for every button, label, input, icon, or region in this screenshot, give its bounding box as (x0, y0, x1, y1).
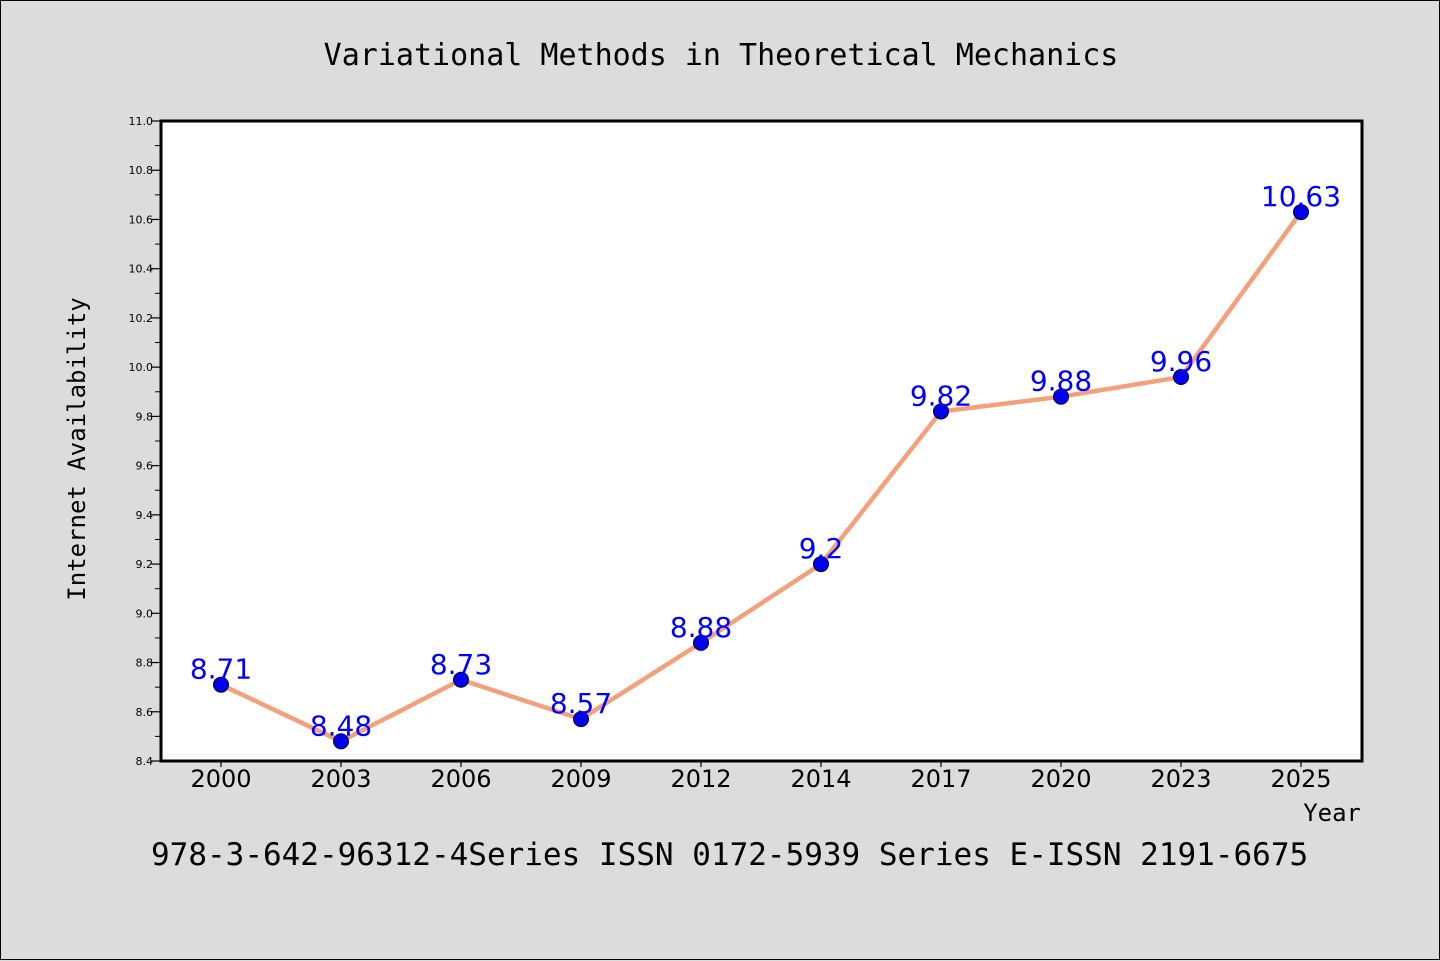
y-tick-label: 8.6 (136, 706, 154, 719)
x-tick-label: 2014 (790, 765, 851, 793)
y-tick-label: 11.0 (129, 115, 154, 128)
data-point (453, 671, 469, 688)
chart-title: Variational Methods in Theoretical Mecha… (324, 38, 1119, 73)
data-point (1293, 204, 1309, 221)
x-tick-label: 2006 (430, 765, 491, 793)
data-label: 9.82 (910, 379, 972, 412)
x-tick-label: 2017 (910, 765, 971, 793)
footer-identifier-text: 978-3-642-96312-4Series ISSN 0172-5939 S… (151, 837, 1308, 873)
data-label: 8.88 (670, 611, 732, 644)
x-tick-label: 2023 (1150, 765, 1211, 793)
data-label: 8.57 (550, 687, 612, 720)
y-tick-label: 10.8 (129, 164, 154, 177)
x-axis-label: Year (1303, 799, 1361, 827)
y-axis: 8.4 8.6 8.8 9.0 9.2 9.4 9.6 9.8 10.0 10.2 10.4 10.6… (129, 115, 161, 768)
y-tick-label: 10.0 (129, 361, 154, 374)
data-label: 8.48 (310, 709, 372, 742)
x-tick-label: 2020 (1030, 765, 1091, 793)
data-label: 9.96 (1150, 345, 1212, 378)
x-tick-label: 2009 (550, 765, 611, 793)
data-label: 8.71 (190, 653, 252, 686)
y-tick-label: 9.0 (136, 607, 154, 620)
data-point (333, 733, 349, 750)
x-tick-label: 2025 (1270, 765, 1331, 793)
data-point (1053, 388, 1069, 405)
y-tick-label: 8.4 (136, 755, 154, 768)
x-tick-label: 2003 (310, 765, 371, 793)
data-point (933, 403, 949, 420)
series-line (218, 209, 1304, 744)
data-point (1173, 369, 1189, 385)
y-tick-label: 9.4 (136, 509, 154, 522)
y-axis-label: Internet Availability (63, 297, 91, 600)
data-label: 10.63 (1261, 180, 1341, 213)
data-point (813, 556, 829, 573)
data-label: 8.73 (430, 648, 492, 681)
series-layer: 8.71 8.48 8.73 8.57 8.88 9.2 9.82 9.88 9.96 10.63 (190, 180, 1341, 750)
y-tick-label: 10.4 (129, 263, 154, 276)
y-tick-label: 10.6 (129, 213, 154, 226)
y-tick-label: 9.2 (136, 558, 154, 571)
y-tick-label: 8.8 (136, 657, 154, 670)
plot-area (159, 119, 1364, 763)
data-point (693, 634, 709, 651)
data-label: 9.88 (1030, 365, 1092, 398)
y-tick-label: 9.8 (136, 410, 154, 423)
x-tick-label: 2000 (190, 765, 251, 793)
data-point (573, 711, 589, 728)
y-tick-label: 10.2 (129, 312, 154, 325)
x-axis: 2000 2003 2006 2009 2012 2014 2017 2020 2023 2025 (190, 761, 1332, 793)
data-label: 9.2 (799, 532, 844, 565)
x-tick-label: 2012 (670, 765, 731, 793)
data-point (213, 676, 229, 693)
y-tick-label: 9.6 (136, 460, 154, 473)
